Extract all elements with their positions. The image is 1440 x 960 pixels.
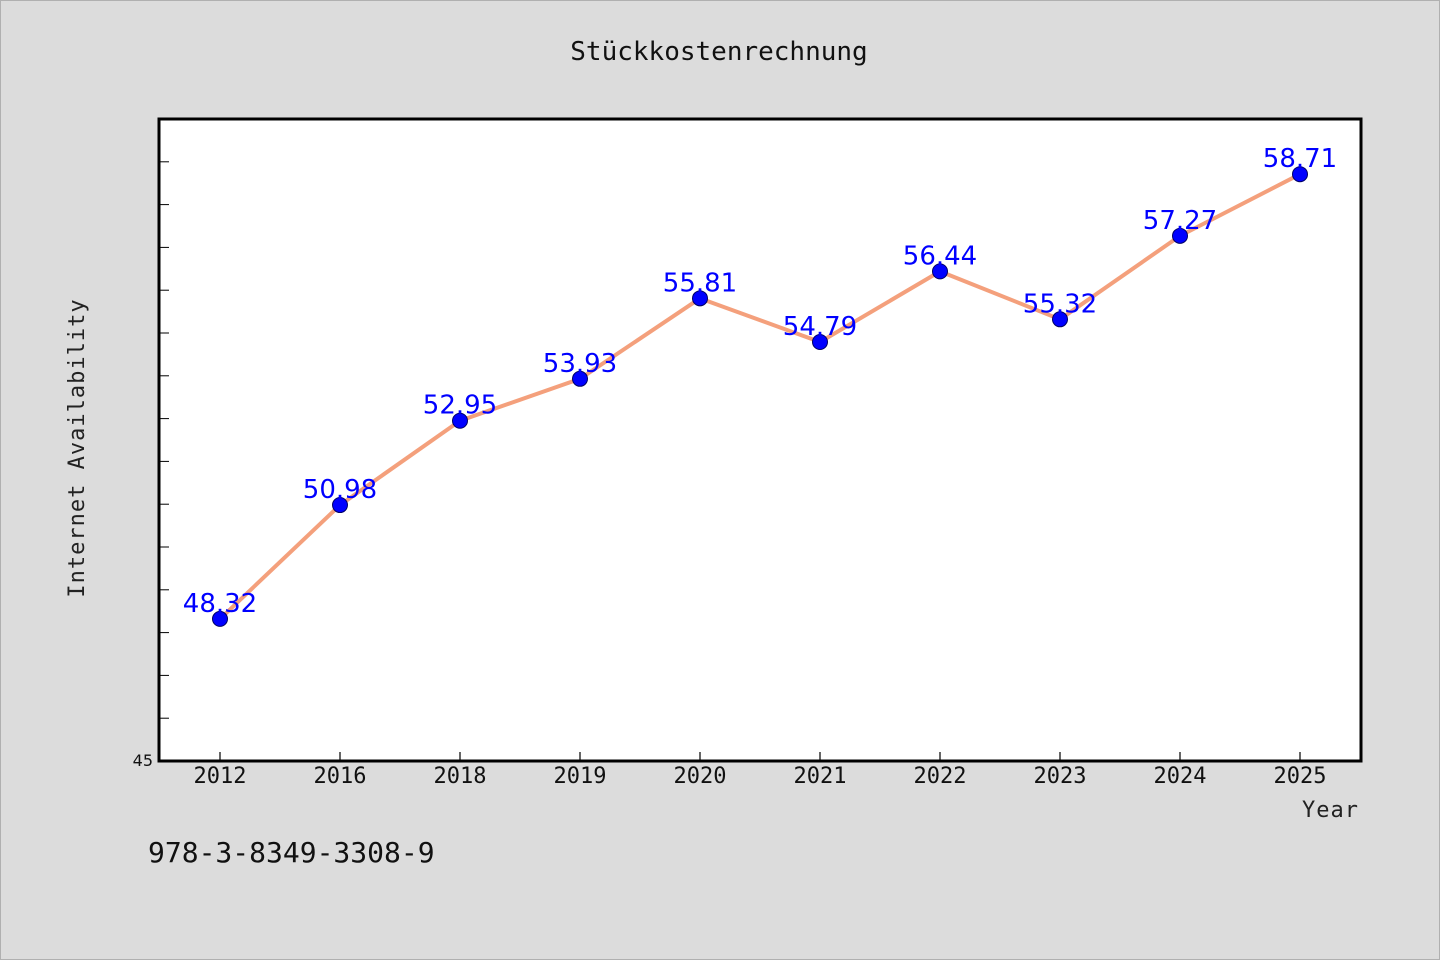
- x-tick-label: 2023: [1034, 764, 1087, 789]
- x-tick-label: 2016: [314, 764, 367, 789]
- data-point: [572, 370, 588, 387]
- data-point: [1292, 166, 1308, 183]
- data-point: [1172, 227, 1188, 244]
- data-labels: 48.32 50.98 52.95 53.93 55.81 54.79 56.44 55.32…: [183, 144, 1337, 619]
- y-axis-title: Internet Availability: [65, 298, 90, 597]
- data-point: [452, 412, 468, 429]
- x-tick-label: 2025: [1274, 764, 1327, 789]
- data-markers: [212, 166, 1308, 627]
- x-tick-label: 2024: [1154, 764, 1207, 789]
- x-tick-label: 2022: [914, 764, 967, 789]
- x-axis-ticks: 2012 2016 2018 2019 2020 2021 2022 2023 2024 2025: [194, 752, 1327, 789]
- x-axis-title: Year: [1302, 798, 1359, 823]
- data-point: [692, 290, 708, 307]
- isbn-text: 978-3-8349-3308-9: [148, 836, 435, 869]
- chart-title: Stückkostenrechnung: [570, 37, 867, 67]
- x-tick-label: 2018: [434, 764, 487, 789]
- plot-area: [157, 117, 1363, 763]
- x-tick-label: 2020: [674, 764, 727, 789]
- data-label: 48.32: [183, 589, 257, 619]
- data-point: [932, 263, 948, 280]
- x-tick-label: 2021: [794, 764, 847, 789]
- data-label: 55.81: [663, 268, 737, 298]
- series-line: [218, 172, 1301, 621]
- data-label: 53.93: [543, 349, 617, 379]
- data-point: [812, 333, 828, 350]
- data-label: 58.71: [1263, 144, 1337, 174]
- data-label: 52.95: [423, 391, 497, 421]
- data-label: 55.32: [1023, 289, 1097, 319]
- series-line-group: [218, 172, 1301, 621]
- data-label: 57.27: [1143, 206, 1217, 236]
- y-tick-label: 45: [133, 751, 153, 770]
- data-point: [1052, 311, 1068, 328]
- data-point: [212, 610, 228, 627]
- x-tick-label: 2012: [194, 764, 247, 789]
- data-point: [332, 497, 348, 514]
- data-label: 50.98: [303, 475, 377, 505]
- x-tick-label: 2019: [554, 764, 607, 789]
- data-label: 54.79: [783, 312, 857, 342]
- y-axis-ticks: [159, 161, 169, 762]
- data-label: 56.44: [903, 241, 977, 271]
